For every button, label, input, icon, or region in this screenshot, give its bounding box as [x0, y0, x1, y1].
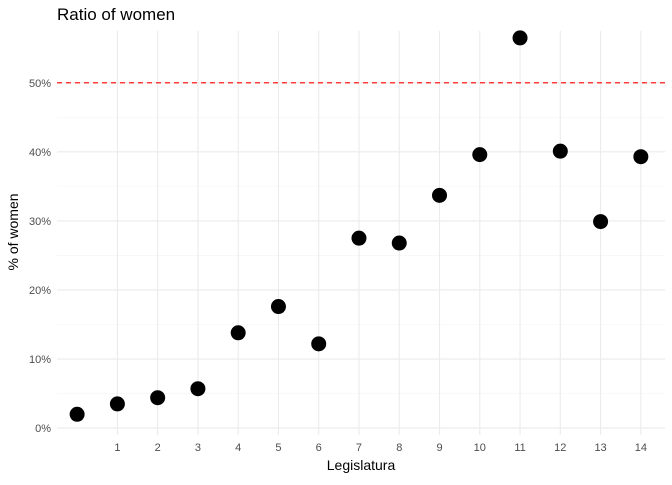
data-points — [69, 30, 649, 422]
x-tick-label: 10 — [474, 442, 486, 454]
data-point — [552, 143, 568, 159]
data-point — [69, 406, 85, 422]
x-tick-label: 11 — [514, 442, 525, 454]
x-axis-ticks: 1 2 3 4 5 6 7 8 9 10 11 12 13 14 — [114, 442, 647, 454]
y-tick-label: 30% — [29, 216, 51, 228]
y-tick-label: 0% — [35, 423, 51, 435]
data-point — [351, 230, 367, 246]
y-tick-label: 50% — [29, 78, 51, 90]
data-point — [391, 235, 407, 251]
x-tick-label: 8 — [396, 442, 402, 454]
x-tick-label: 2 — [155, 442, 161, 454]
data-point — [472, 147, 488, 163]
x-tick-label: 6 — [316, 442, 322, 454]
x-tick-label: 13 — [594, 442, 606, 454]
x-tick-label: 4 — [235, 442, 241, 454]
x-tick-label: 12 — [554, 442, 566, 454]
y-axis-ticks: 0% 10% 20% 30% 40% 50% — [29, 78, 51, 435]
x-tick-label: 9 — [436, 442, 442, 454]
y-tick-label: 10% — [29, 354, 51, 366]
data-point — [633, 149, 649, 165]
data-point — [593, 214, 609, 230]
y-tick-label: 20% — [29, 285, 51, 297]
x-axis-title: Legislatura — [327, 457, 396, 473]
data-point — [311, 336, 327, 352]
data-point — [150, 390, 166, 406]
y-axis-title: % of women — [5, 193, 21, 270]
data-point — [230, 325, 246, 341]
data-point — [109, 396, 125, 412]
x-tick-label: 5 — [275, 442, 281, 454]
y-tick-label: 40% — [29, 147, 51, 159]
data-point — [270, 299, 286, 315]
x-tick-label: 7 — [356, 442, 362, 454]
x-tick-label: 3 — [195, 442, 201, 454]
x-tick-label: 14 — [635, 442, 647, 454]
data-point — [190, 381, 206, 397]
data-point — [512, 30, 528, 46]
chart-title: Ratio of women — [57, 5, 175, 24]
data-point — [432, 187, 448, 203]
x-tick-label: 1 — [114, 442, 120, 454]
